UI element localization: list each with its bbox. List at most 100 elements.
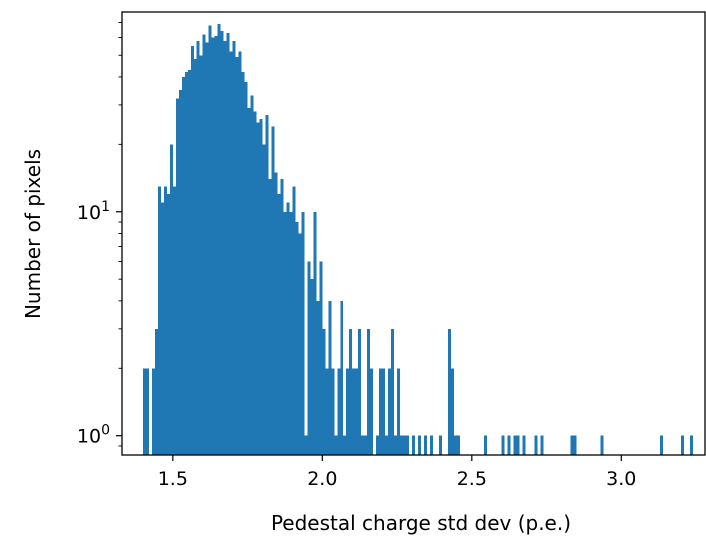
histogram-bar: [142, 368, 146, 455]
histogram-bar: [175, 98, 179, 456]
histogram-bar: [352, 368, 356, 455]
histogram-bar: [292, 186, 296, 455]
x-tick-label: 2.0: [307, 468, 337, 490]
histogram-bar: [226, 32, 230, 456]
histogram-bar: [391, 328, 395, 455]
histogram-bar: [337, 368, 341, 455]
histogram-bar: [211, 37, 215, 456]
histogram-bar: [322, 328, 326, 455]
histogram-bar: [244, 81, 248, 455]
histogram-bar: [214, 35, 218, 455]
histogram-bar: [145, 368, 149, 455]
histogram-bar: [298, 233, 302, 455]
histogram-bar: [190, 45, 194, 455]
histogram-bar: [151, 368, 155, 455]
y-axis-ticks: 100 101: [77, 22, 122, 448]
histogram-bar: [283, 211, 287, 455]
histogram-bar: [238, 51, 242, 456]
histogram-bar: [184, 72, 188, 455]
histogram-bar: [196, 40, 200, 456]
histogram-bar: [540, 435, 544, 455]
histogram-bar: [193, 59, 197, 455]
histogram-bar: [157, 186, 161, 455]
histogram-bar: [690, 435, 694, 455]
histogram-bar: [229, 51, 233, 456]
histogram-bar: [268, 179, 272, 456]
histogram-bar: [289, 211, 293, 455]
histogram-bar: [304, 435, 308, 455]
histogram-bar: [217, 23, 221, 455]
histogram-bar: [205, 42, 209, 455]
histogram-bar: [385, 435, 389, 455]
histogram-bar: [313, 211, 317, 455]
histogram-bar: [516, 435, 520, 455]
histogram-bar: [265, 115, 269, 456]
histogram-bar: [346, 368, 350, 455]
histogram-bar: [307, 261, 311, 455]
histogram-bar: [534, 435, 538, 455]
histogram-bar: [277, 194, 281, 456]
histogram-bar: [328, 300, 332, 455]
x-axis-ticks: 1.5 2.0 2.5 3.0: [158, 455, 636, 490]
histogram-bar: [256, 122, 260, 455]
histogram-bar: [259, 118, 263, 455]
histogram-bar: [250, 95, 254, 455]
histogram-bar: [247, 108, 251, 455]
histogram-bar: [235, 57, 239, 456]
histogram-bar: [361, 435, 365, 455]
histogram-bar: [429, 435, 433, 455]
histogram-bar: [522, 435, 526, 455]
x-tick-label: 2.5: [457, 468, 487, 490]
histogram-bar: [417, 435, 421, 455]
y-axis-label: Number of pixels: [21, 149, 45, 319]
histogram-bar: [376, 435, 380, 455]
histogram-bar: [295, 222, 299, 455]
histogram-bar: [187, 69, 191, 455]
histogram-bar: [241, 72, 245, 455]
histogram-bar: [280, 179, 284, 456]
histogram-bar: [202, 34, 206, 455]
histogram-bar: [331, 368, 335, 455]
histogram-bar: [573, 435, 577, 455]
histogram-bar: [271, 126, 275, 455]
histogram-bar: [340, 300, 344, 455]
y-tick-label: 101: [77, 199, 110, 224]
histogram-bar: [412, 435, 415, 455]
histogram-bar: [154, 328, 158, 455]
histogram-bar: [456, 435, 460, 455]
histogram-bar: [507, 435, 511, 455]
histogram-bar: [301, 211, 305, 455]
x-tick-label: 1.5: [158, 468, 188, 490]
histogram-bar: [379, 368, 383, 455]
histogram-bar: [483, 435, 487, 455]
histogram-bars: [142, 23, 694, 456]
histogram-bar: [178, 89, 182, 456]
histogram-bar: [397, 368, 401, 455]
histogram-bar: [450, 368, 454, 455]
histogram-bar: [400, 435, 404, 455]
y-tick-label: 100: [77, 423, 110, 448]
histogram-bar: [501, 435, 505, 455]
histogram-bar: [310, 279, 314, 455]
histogram-bar: [447, 328, 451, 455]
histogram-bar: [438, 435, 442, 455]
histogram-bar: [262, 144, 266, 456]
histogram-bar: [316, 300, 320, 455]
histogram-bar: [406, 435, 410, 455]
histogram-bar: [423, 435, 427, 455]
histogram-bar: [394, 435, 398, 455]
histogram-bar: [172, 186, 176, 455]
histogram-bar: [181, 76, 185, 455]
histogram-bar: [367, 328, 371, 455]
histogram-bar: [163, 186, 167, 455]
histogram-bar: [358, 328, 362, 455]
histogram-bar: [570, 435, 574, 455]
histogram-bar: [169, 144, 173, 456]
histogram-bar: [370, 368, 374, 455]
histogram-bar: [513, 435, 517, 455]
histogram-bar: [319, 261, 323, 455]
histogram-bar: [382, 368, 386, 455]
histogram-bar: [223, 40, 227, 456]
histogram-bar: [453, 435, 457, 455]
